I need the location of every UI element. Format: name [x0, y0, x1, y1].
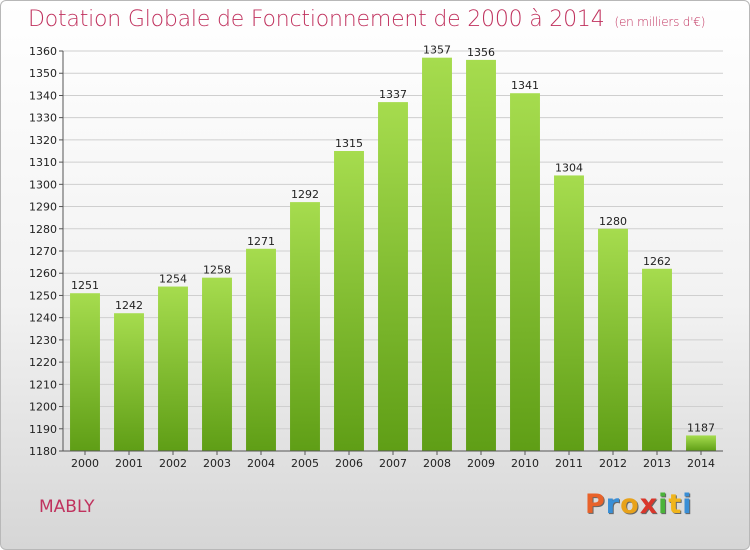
chart-title: Dotation Globale de Fonctionnement de 20… — [28, 7, 705, 32]
y-tick-label: 1250 — [29, 289, 57, 302]
x-tick-label-2011: 2011 — [555, 457, 583, 470]
proxiti-logo[interactable]: Proxiti — [585, 489, 693, 520]
x-tick-label-2002: 2002 — [159, 457, 187, 470]
bar-2000 — [70, 293, 100, 451]
logo-letter: P — [585, 489, 606, 520]
y-tick-label: 1190 — [29, 423, 57, 436]
x-tick-label-2005: 2005 — [291, 457, 319, 470]
bar-2010 — [510, 93, 540, 451]
bar-2002 — [158, 286, 188, 451]
x-tick-label-2006: 2006 — [335, 457, 363, 470]
city-name: MABLY — [39, 497, 95, 517]
y-tick-label: 1180 — [29, 445, 57, 458]
tick-labels: 1180 1190 1200 1210 1220 1230 1240 1250 1260 1270… — [29, 44, 715, 470]
x-tick-label-2007: 2007 — [379, 457, 407, 470]
data-label-2014: 1187 — [687, 421, 715, 434]
logo-letter: r — [605, 489, 621, 520]
data-label-2012: 1280 — [599, 215, 627, 228]
x-tick-label-2001: 2001 — [115, 457, 143, 470]
bar-2001 — [114, 313, 144, 451]
data-label-2001: 1242 — [115, 299, 143, 312]
x-tick-label-2013: 2013 — [643, 457, 671, 470]
data-label-2010: 1341 — [511, 79, 539, 92]
data-label-2013: 1262 — [643, 255, 671, 268]
data-label-2008: 1357 — [423, 44, 451, 57]
y-tick-label: 1330 — [29, 112, 57, 125]
y-tick-label: 1350 — [29, 67, 57, 80]
bar-2011 — [554, 175, 584, 451]
data-label-2000: 1251 — [71, 279, 99, 292]
y-tick-label: 1300 — [29, 178, 57, 191]
bar-2009 — [466, 59, 496, 452]
bar-2003 — [202, 277, 232, 451]
x-tick-label-2010: 2010 — [511, 457, 539, 470]
y-tick-label: 1210 — [29, 378, 57, 391]
x-tick-label-2014: 2014 — [687, 457, 715, 470]
x-tick-label-2008: 2008 — [423, 457, 451, 470]
y-tick-label: 1260 — [29, 267, 57, 280]
y-tick-label: 1220 — [29, 356, 57, 369]
y-tick-label: 1270 — [29, 245, 57, 258]
logo-letter: o — [620, 489, 640, 520]
bar-2004 — [246, 248, 276, 451]
y-tick-label: 1280 — [29, 223, 57, 236]
y-tick-label: 1320 — [29, 134, 57, 147]
x-tick-label-2009: 2009 — [467, 457, 495, 470]
data-label-2009: 1356 — [467, 46, 495, 59]
data-label-2006: 1315 — [335, 137, 363, 150]
x-tick-label-2012: 2012 — [599, 457, 627, 470]
bar-2006 — [334, 151, 364, 451]
data-label-2005: 1292 — [291, 188, 319, 201]
data-label-2004: 1271 — [247, 235, 275, 248]
x-tick-label-2000: 2000 — [71, 457, 99, 470]
y-tick-label: 1310 — [29, 156, 57, 169]
data-label-2011: 1304 — [555, 161, 583, 174]
logo-letter: t — [668, 489, 683, 520]
bar-2008 — [422, 57, 452, 452]
logo-letter: i — [682, 489, 693, 520]
data-label-2002: 1254 — [159, 273, 187, 286]
x-tick-label-2003: 2003 — [203, 457, 231, 470]
y-tick-label: 1200 — [29, 401, 57, 414]
chart-unit-note: (en milliers d'€) — [614, 15, 706, 29]
y-tick-label: 1360 — [29, 45, 57, 58]
logo-letter: i — [658, 489, 669, 520]
axes — [59, 50, 723, 455]
bars — [70, 57, 716, 452]
bar-2012 — [598, 228, 628, 451]
x-tick-label-2004: 2004 — [247, 457, 275, 470]
y-tick-label: 1340 — [29, 89, 57, 102]
y-tick-label: 1240 — [29, 312, 57, 325]
bar-2007 — [378, 102, 408, 451]
bar-2013 — [642, 268, 672, 451]
data-label-2003: 1258 — [203, 264, 231, 277]
y-tick-label: 1290 — [29, 201, 57, 214]
chart-title-text: Dotation Globale de Fonctionnement de 20… — [28, 7, 605, 32]
bar-2005 — [290, 202, 320, 451]
y-tick-label: 1230 — [29, 334, 57, 347]
logo-letter: x — [639, 489, 659, 520]
bar-2014 — [686, 435, 716, 451]
data-label-2007: 1337 — [379, 88, 407, 101]
